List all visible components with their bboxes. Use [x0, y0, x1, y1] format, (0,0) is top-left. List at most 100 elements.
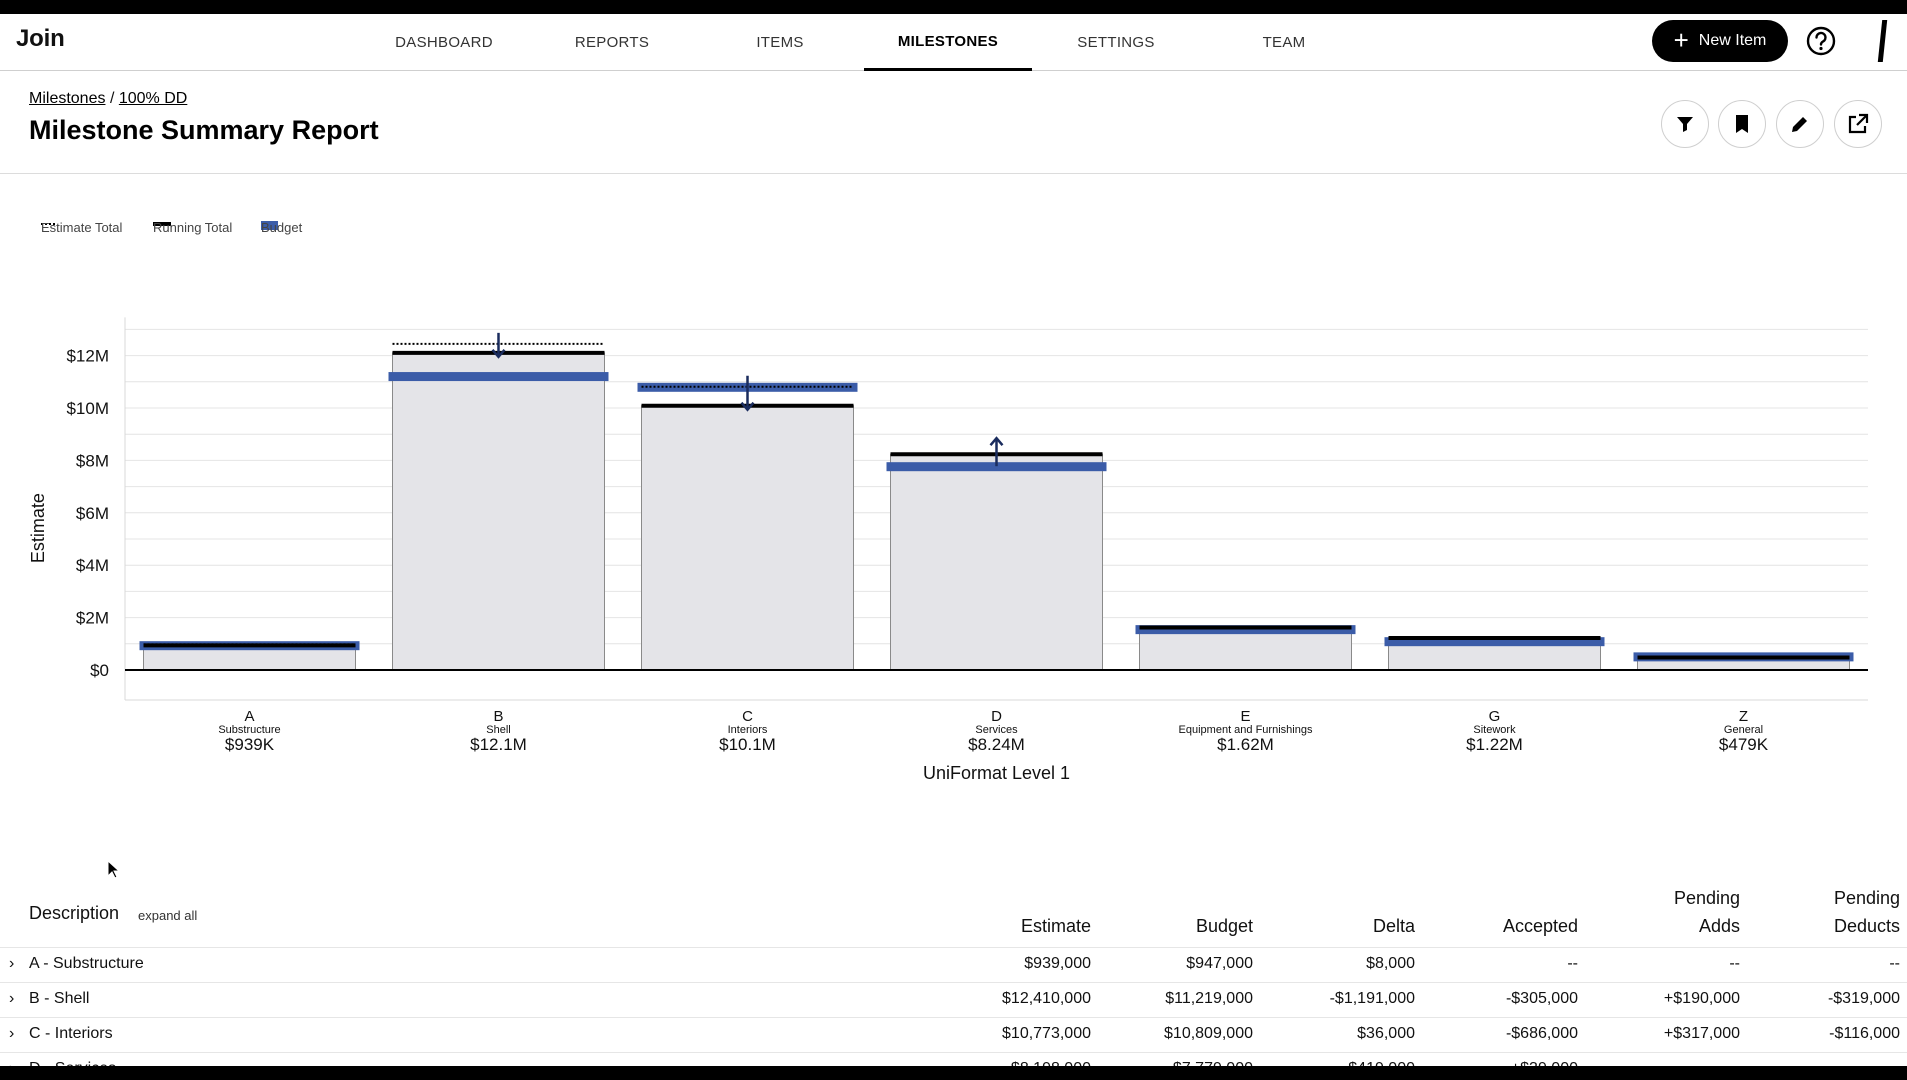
- y-tick-label: $8M: [76, 451, 109, 470]
- description-header: Description: [29, 903, 120, 923]
- x-tick-value: $8.24M: [968, 735, 1025, 754]
- table-cell: $947,000: [1186, 955, 1253, 972]
- x-tick-name: Interiors: [728, 724, 768, 736]
- x-tick-name: General: [1724, 724, 1763, 736]
- breadcrumb-milestone-link[interactable]: 100% DD: [118, 90, 188, 107]
- chevron-right-icon[interactable]: ›: [9, 955, 15, 972]
- x-tick-value: $1.62M: [1217, 735, 1274, 754]
- table-cell: $939,000: [1024, 955, 1091, 972]
- column-header: Pending Deducts: [1700, 884, 1900, 940]
- table-cell: --: [1750, 1060, 1900, 1066]
- column-header: Pending Adds: [1540, 884, 1740, 940]
- table-cell: $11,219,000: [1165, 990, 1253, 1007]
- budget-mark: [886, 462, 1107, 472]
- bar: [641, 405, 854, 671]
- tab-team[interactable]: TEAM: [1262, 34, 1306, 51]
- bookmark-button[interactable]: [1718, 100, 1766, 148]
- x-tick-value: $1.22M: [1466, 735, 1523, 754]
- table-cell: -$319,000: [1827, 990, 1900, 1007]
- budget-swatch: [261, 221, 278, 230]
- y-tick-label: $12M: [66, 347, 109, 366]
- column-header: Estimate: [891, 884, 1091, 940]
- tab-items[interactable]: ITEMS: [756, 34, 804, 51]
- table-row[interactable]: › A - Substructure $939,000 $947,000 $8,000 -…: [0, 947, 1907, 981]
- x-tick-name: Equipment and Furnishings: [1179, 724, 1313, 736]
- legend-estimate-total: Estimate Total: [41, 220, 123, 235]
- table-cell: $10,773,000: [1002, 1025, 1091, 1042]
- column-header: Delta: [1215, 884, 1415, 940]
- share-button[interactable]: [1834, 100, 1882, 148]
- column-header-line1: Pending: [1833, 888, 1900, 908]
- column-header-line2: Estimate: [1020, 916, 1091, 936]
- chevron-right-icon[interactable]: ›: [9, 1060, 14, 1066]
- milestone-chart: $0 $2M $4M $6M $8M $10M $12M Estimate ASubstruct…: [28, 317, 1868, 783]
- legend-running-total: Running Total: [153, 220, 233, 235]
- bar-group-e: [1135, 625, 1356, 671]
- chevron-right-icon[interactable]: ›: [9, 990, 15, 1007]
- brand-logo[interactable]: Join: [16, 25, 65, 52]
- table-row[interactable]: › B - Shell $12,410,000 $11,219,000 -$1,191,…: [0, 982, 1907, 1016]
- x-tick-code: E: [1240, 708, 1250, 725]
- breadcrumb-milestones-link[interactable]: Milestones: [29, 90, 106, 107]
- bar-group-g: [1384, 636, 1605, 671]
- column-header-line2: Accepted: [1502, 916, 1578, 936]
- page-title: Milestone Summary Report: [29, 115, 379, 145]
- tab-dashboard[interactable]: DASHBOARD: [395, 34, 493, 51]
- budget-mark: [1384, 637, 1605, 647]
- change-arrow-head: [491, 349, 506, 359]
- tab-reports[interactable]: REPORTS: [574, 34, 650, 51]
- x-tick-value: $479K: [1719, 735, 1769, 754]
- column-header: Accepted: [1378, 884, 1578, 940]
- x-tick-value: $12.1M: [470, 735, 527, 754]
- budget-mark: [1135, 625, 1356, 635]
- x-tick-code: A: [244, 708, 254, 725]
- bar: [890, 453, 1103, 671]
- table-cell: --: [1590, 1060, 1740, 1066]
- table-cell: $12,410,000: [1002, 990, 1091, 1007]
- edit-button[interactable]: [1776, 100, 1824, 148]
- x-tick-name: Substructure: [218, 724, 280, 736]
- change-arrow-head: [740, 401, 755, 412]
- new-item-button[interactable]: + New Item: [1652, 20, 1788, 62]
- running-total-swatch: [153, 222, 171, 226]
- plus-icon: +: [1673, 25, 1689, 55]
- y-tick-label: $10M: [66, 399, 109, 418]
- table-cell: +$317,000: [1663, 1025, 1740, 1042]
- y-tick-label: $6M: [76, 504, 109, 523]
- bar: [392, 352, 605, 671]
- row-description: B - Shell: [29, 990, 90, 1007]
- table-cell: -$305,000: [1505, 990, 1578, 1007]
- table-cell: $10,809,000: [1164, 1025, 1253, 1042]
- y-axis-label: Estimate: [28, 493, 48, 563]
- x-tick-code: B: [493, 708, 503, 725]
- bar-group-b: [388, 332, 609, 671]
- table-cell: --: [1889, 955, 1900, 972]
- table-cell: $8,000: [1366, 955, 1415, 972]
- filter-icon: [1677, 117, 1693, 132]
- x-tick-code: Z: [1739, 708, 1748, 725]
- column-header-line1: Pending: [1673, 888, 1740, 908]
- nav-divider: [1877, 20, 1888, 62]
- expand-all-link[interactable]: expand all: [138, 908, 198, 923]
- x-tick-name: Services: [975, 724, 1018, 736]
- table-row[interactable]: › C - Interiors $10,773,000 $10,809,000 $36,…: [0, 1017, 1907, 1051]
- chevron-right-icon[interactable]: ›: [9, 1025, 15, 1042]
- tab-milestones[interactable]: MILESTONES: [864, 14, 1032, 71]
- bar-group-c: [637, 375, 858, 671]
- y-tick-label: $2M: [76, 609, 109, 628]
- table-cell: $8,198,000: [941, 1060, 1091, 1066]
- row-description: D - Services: [29, 1060, 116, 1066]
- help-icon[interactable]: [1805, 25, 1837, 57]
- breadcrumb: Milestones / 100% DD: [29, 90, 187, 108]
- x-tick-code: G: [1489, 708, 1501, 725]
- x-tick-value: $939K: [225, 735, 275, 754]
- header-divider: [0, 173, 1907, 174]
- x-axis-label: UniFormat Level 1: [923, 763, 1070, 783]
- legend-budget: Budget: [261, 220, 303, 235]
- bar-group-d: [886, 436, 1107, 671]
- tab-settings[interactable]: SETTINGS: [1077, 34, 1155, 51]
- column-header-line2: Adds: [1698, 916, 1740, 936]
- table-row[interactable]: › D - Services $8,198,000 $7,779,000 -$419,0…: [0, 1052, 1907, 1066]
- change-arrow-head: [989, 436, 1004, 447]
- filter-button[interactable]: [1661, 100, 1709, 148]
